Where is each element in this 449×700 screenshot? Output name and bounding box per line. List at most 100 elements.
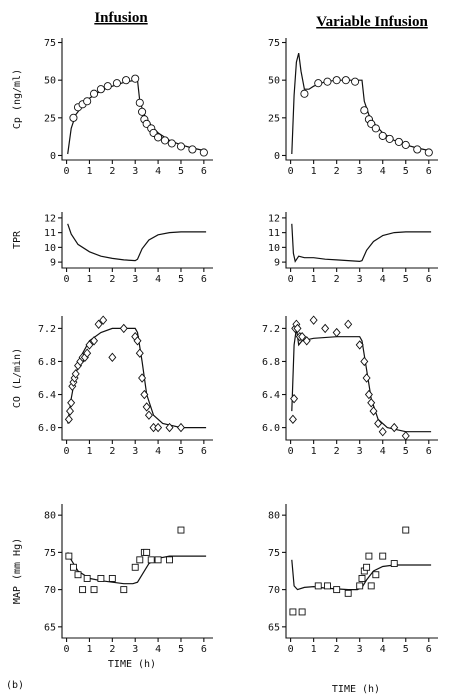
- data-point: [413, 145, 422, 154]
- y-tick-label: 25: [44, 113, 56, 124]
- y-tick-label: 80: [44, 511, 56, 522]
- data-point: [188, 145, 197, 154]
- y-tick-label: 25: [268, 113, 280, 124]
- x-tick-label: 1: [311, 166, 317, 177]
- model-curve: [67, 79, 207, 155]
- data-point: [332, 76, 341, 85]
- y-tick-label: 6.0: [38, 423, 56, 434]
- data-point: [321, 323, 330, 334]
- x-tick-label: 5: [403, 274, 409, 285]
- data-point: [89, 89, 99, 98]
- data-point: [154, 422, 163, 433]
- x-tick-label: 2: [109, 274, 115, 285]
- x-tick-label: 4: [155, 274, 161, 285]
- data-point: [176, 142, 186, 151]
- data-point: [108, 352, 117, 363]
- data-point: [136, 556, 144, 564]
- data-point: [154, 133, 163, 142]
- axis-lines: [61, 212, 213, 269]
- data-point: [142, 402, 151, 412]
- x-tick-label: 0: [64, 166, 70, 177]
- data-point: [367, 398, 376, 408]
- x-tick-label: 4: [155, 644, 161, 655]
- y-axis-label: CO (L/min): [12, 348, 23, 408]
- y-tick-label: 9: [50, 258, 56, 269]
- x-tick-label: 1: [311, 274, 317, 285]
- data-point: [371, 124, 380, 133]
- data-point: [365, 552, 373, 560]
- y-tick-label: 0: [274, 151, 280, 162]
- y-tick-label: 70: [44, 585, 56, 596]
- x-tick-label: 2: [109, 446, 115, 457]
- y-tick-label: 50: [44, 76, 56, 87]
- data-point: [390, 560, 398, 568]
- data-point: [144, 410, 153, 420]
- x-tick-label: 0: [288, 166, 294, 177]
- y-tick-label: 12: [44, 213, 56, 224]
- x-tick-label: 6: [201, 166, 207, 177]
- x-tick-label: 6: [201, 274, 207, 285]
- data-point: [364, 389, 373, 400]
- x-tick-label: 3: [357, 644, 363, 655]
- data-point: [379, 552, 387, 560]
- x-tick-label: 3: [132, 644, 138, 655]
- panel-r3-c0: 65 70 75 80 0 1 2 3 4 5 6 MAP (mm Hg): [12, 504, 213, 655]
- y-tick-label: 6.4: [262, 390, 280, 401]
- data-point: [324, 582, 331, 590]
- data-point: [133, 336, 142, 346]
- axis-lines: [285, 212, 438, 269]
- y-tick-label: 10: [44, 243, 56, 254]
- data-point: [166, 556, 173, 564]
- data-point: [323, 77, 332, 86]
- model-curve: [291, 559, 432, 591]
- data-point: [332, 327, 341, 338]
- data-point: [385, 134, 394, 143]
- data-point: [96, 85, 105, 94]
- axis-lines: [285, 38, 438, 161]
- x-tick-label: 5: [403, 166, 409, 177]
- x-tick-label: 0: [64, 644, 70, 655]
- x-tick-label: 6: [426, 446, 432, 457]
- y-tick-label: 9: [274, 258, 280, 269]
- x-tick-label: 3: [132, 446, 138, 457]
- data-point: [341, 76, 350, 85]
- data-point: [94, 319, 103, 329]
- x-tick-label: 6: [426, 644, 432, 655]
- x-tick-label: 0: [288, 274, 294, 285]
- data-point: [372, 571, 380, 579]
- data-point: [90, 336, 99, 346]
- panel-r0-c1: 0 25 50 75 0 1 2 3 4 5 6: [268, 38, 438, 177]
- x-tick-label: 0: [64, 274, 70, 285]
- data-point: [108, 574, 116, 582]
- data-point: [176, 422, 185, 433]
- x-tick-label: 4: [380, 446, 386, 457]
- data-point: [302, 336, 311, 346]
- data-point: [390, 422, 399, 433]
- data-point: [401, 140, 410, 149]
- x-tick-label: 3: [357, 446, 363, 457]
- x-tick-label: 4: [380, 166, 386, 177]
- data-point: [378, 427, 387, 437]
- data-point: [85, 340, 94, 350]
- y-tick-label: 6.8: [38, 357, 56, 368]
- y-tick-label: 70: [268, 585, 280, 596]
- axis-lines: [61, 316, 213, 441]
- x-tick-label: 3: [357, 274, 363, 285]
- panel-r3-c1: 65 70 75 80 0 1 2 3 4 5 6: [268, 504, 438, 655]
- y-tick-label: 75: [268, 548, 280, 559]
- data-point: [131, 563, 139, 571]
- data-point: [177, 526, 185, 534]
- data-point: [394, 137, 403, 146]
- data-point: [112, 79, 121, 88]
- data-point: [314, 79, 323, 88]
- y-tick-label: 6.0: [262, 423, 280, 434]
- x-tick-label: 5: [178, 644, 184, 655]
- data-point: [358, 574, 366, 582]
- data-point: [135, 98, 144, 107]
- data-point: [298, 608, 306, 616]
- data-point: [160, 136, 170, 145]
- data-point: [424, 148, 433, 157]
- data-point: [355, 340, 364, 350]
